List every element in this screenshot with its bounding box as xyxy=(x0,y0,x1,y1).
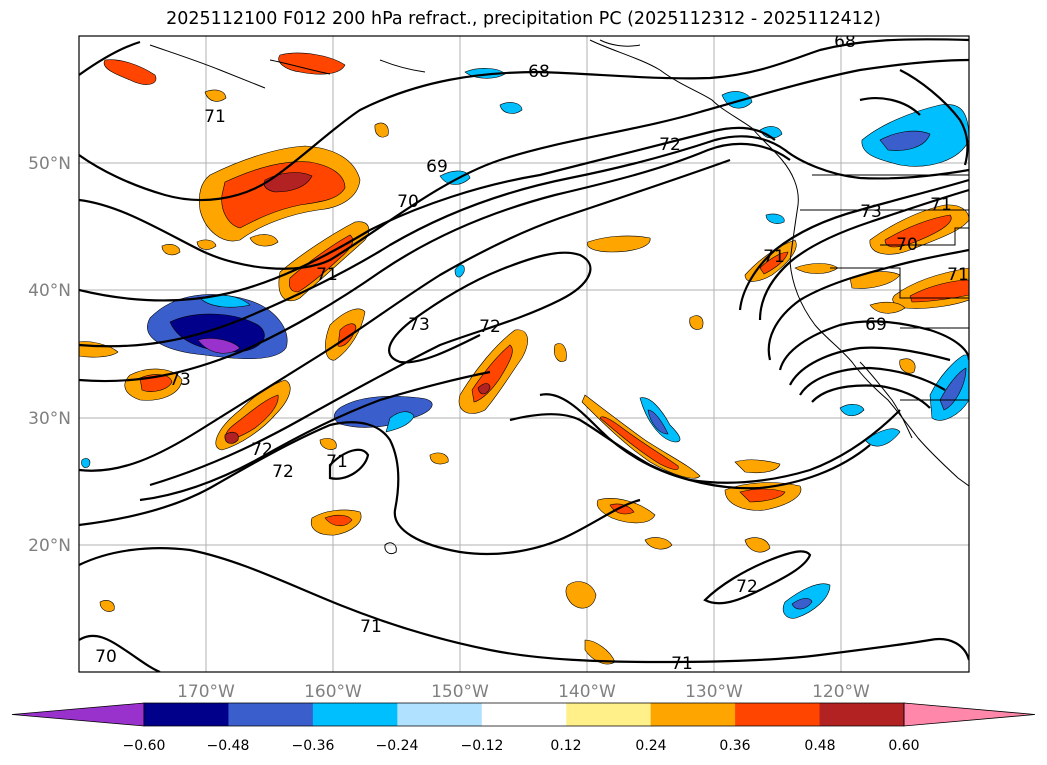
contour-label: 68 xyxy=(834,32,856,52)
contour-label: 68 xyxy=(528,62,550,82)
contour-label: 70 xyxy=(95,647,117,667)
longitude-axis: 170°W 160°W 150°W 140°W 130°W 120°W xyxy=(177,682,870,702)
contour-label: 70 xyxy=(896,235,918,255)
colorbar-swatch xyxy=(566,703,652,726)
contour-label: 71 xyxy=(360,617,382,637)
colorbar-ticks: −0.60 −0.48 −0.36 −0.24 −0.12 0.12 0.24 … xyxy=(123,738,920,754)
colorbar-tick-label: 0.60 xyxy=(888,738,919,754)
lon-tick-label: 130°W xyxy=(685,682,743,702)
contour-label: 69 xyxy=(865,315,887,335)
colorbar-extend-low xyxy=(11,702,145,727)
map-frame xyxy=(78,35,970,673)
colorbar-tick-label: 0.24 xyxy=(635,738,666,754)
refractivity-contours xyxy=(79,38,969,672)
contour-label: 72 xyxy=(736,577,758,597)
contour-label-group: 68 68 69 69 70 70 71 71 71 71 71 71 72 7… xyxy=(95,32,969,674)
contour-label: 69 xyxy=(426,157,448,177)
colorbar-swatch xyxy=(819,703,905,726)
contour-label: 71 xyxy=(204,107,226,127)
colorbar-swatch xyxy=(312,703,398,726)
colorbar-tick-label: 0.12 xyxy=(550,738,581,754)
contour-label: 73 xyxy=(408,315,430,335)
colorbar-tick-label: −0.12 xyxy=(461,738,504,754)
colorbar-swatch xyxy=(144,703,229,726)
map-title: 2025112100 F012 200 hPa refract., precip… xyxy=(166,9,881,29)
latitude-axis: 50°N 40°N 30°N 20°N xyxy=(28,154,71,556)
precipitation-shading xyxy=(79,52,969,665)
contour-label: 71 xyxy=(930,195,952,215)
contour-label: 72 xyxy=(272,462,294,482)
contour-label: 71 xyxy=(763,247,785,267)
lon-tick-label: 170°W xyxy=(177,682,235,702)
colorbar-extend-high xyxy=(903,702,1036,727)
contour-label: 70 xyxy=(397,192,419,212)
colorbar-swatch xyxy=(481,703,567,726)
lon-tick-label: 150°W xyxy=(431,682,489,702)
colorbar-tick-label: 0.36 xyxy=(719,738,750,754)
contour-label: 72 xyxy=(659,135,681,155)
colorbar-swatch xyxy=(650,703,736,726)
colorbar: −0.60 −0.48 −0.36 −0.24 −0.12 0.12 0.24 … xyxy=(11,702,1036,754)
colorbar-tick-label: −0.60 xyxy=(123,738,166,754)
colorbar-tick-label: 0.48 xyxy=(804,738,835,754)
lat-tick-label: 20°N xyxy=(28,536,71,556)
colorbar-swatches xyxy=(11,702,1036,727)
contour-label: 73 xyxy=(169,370,191,390)
colorbar-tick-label: −0.36 xyxy=(292,738,335,754)
colorbar-tick-label: −0.48 xyxy=(207,738,250,754)
contour-label: 72 xyxy=(251,440,273,460)
colorbar-swatch xyxy=(228,703,314,726)
contour-label: 71 xyxy=(671,654,693,674)
contour-label: 71 xyxy=(316,265,338,285)
lon-tick-label: 120°W xyxy=(812,682,870,702)
colorbar-tick-label: −0.24 xyxy=(376,738,419,754)
contour-label: 71 xyxy=(326,452,348,472)
contour-label: 72 xyxy=(479,317,501,337)
colorbar-frame xyxy=(143,702,905,727)
contour-label: 73 xyxy=(860,202,882,222)
contour-label: 71 xyxy=(947,265,969,285)
lat-tick-label: 40°N xyxy=(28,281,71,301)
colorbar-swatch xyxy=(735,703,821,726)
lon-tick-label: 160°W xyxy=(304,682,362,702)
lat-tick-label: 30°N xyxy=(28,409,71,429)
colorbar-swatch xyxy=(397,703,483,726)
lon-tick-label: 140°W xyxy=(558,682,616,702)
lat-tick-label: 50°N xyxy=(28,154,71,174)
